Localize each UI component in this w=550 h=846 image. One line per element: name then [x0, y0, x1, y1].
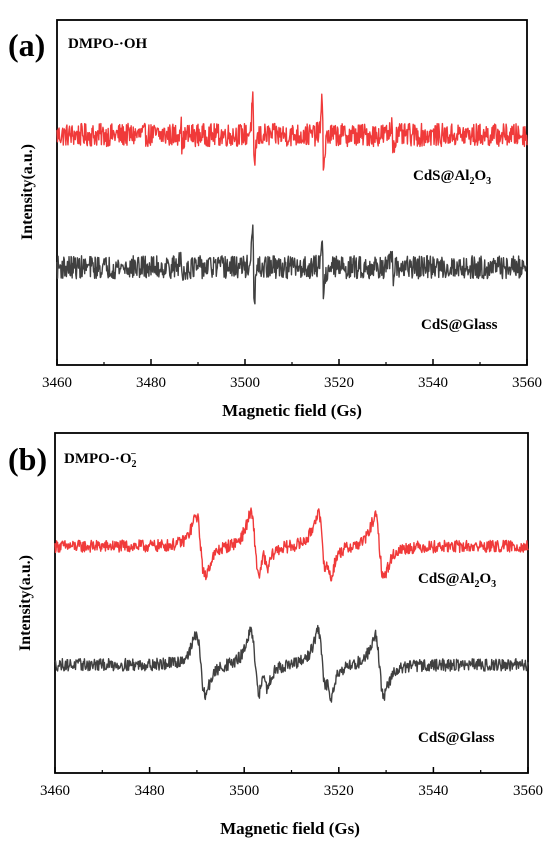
probe-label-b: DMPO-·O2− [64, 449, 137, 470]
x-tick-label: 3460 [42, 375, 72, 391]
series-group-b [54, 507, 529, 703]
panel-letter-b: (b) [8, 441, 47, 477]
x-tick-label: 3460 [40, 783, 70, 799]
y-axis-label-a: Intensity(a.u.) [19, 144, 36, 240]
x-tick-label: 3480 [135, 783, 165, 799]
panel-letter-a: (a) [8, 27, 45, 63]
x-tick-label: 3540 [418, 375, 448, 391]
x-axis-label-a: Magnetic field (Gs) [222, 401, 362, 420]
series-label-a-al2o3: CdS@Al2O3 [413, 168, 491, 187]
x-tick-label: 3500 [230, 375, 260, 391]
x-ticks-a: 3460 3480 3500 3520 3540 3560 [42, 359, 542, 391]
x-tick-label: 3540 [418, 783, 448, 799]
spectrum-line-cdsglass [54, 624, 529, 703]
probe-label-a: DMPO-·OH [68, 36, 147, 52]
x-tick-label: 3500 [229, 783, 259, 799]
series-label-b-glass: CdS@Glass [418, 730, 495, 746]
plot-frame-b [54, 432, 529, 774]
panel-b: (b) DMPO-·O2− 3460 3480 3500 3520 3540 3560 I… [8, 432, 543, 838]
x-axis-label-b: Magnetic field (Gs) [220, 819, 360, 838]
x-tick-label: 3520 [324, 783, 354, 799]
x-tick-label: 3520 [324, 375, 354, 391]
spectrum-line-cdsal2o3 [56, 91, 528, 171]
y-axis-label-b: Intensity(a.u.) [17, 555, 34, 651]
series-group-a [56, 91, 528, 305]
x-tick-label: 3480 [136, 375, 166, 391]
plot-frame-a [56, 19, 528, 366]
x-tick-label: 3560 [512, 375, 542, 391]
spectrum-line-cdsal2o3 [54, 507, 529, 582]
x-ticks-b: 3460 3480 3500 3520 3540 3560 [40, 767, 543, 799]
spectrum-line-cdsglass [56, 224, 528, 305]
panel-a: (a) DMPO-·OH 3460 3480 3500 3520 3540 3560 In… [8, 19, 542, 420]
x-tick-label: 3560 [513, 783, 543, 799]
series-label-b-al2o3: CdS@Al2O3 [418, 571, 496, 590]
series-label-a-glass: CdS@Glass [421, 317, 498, 333]
